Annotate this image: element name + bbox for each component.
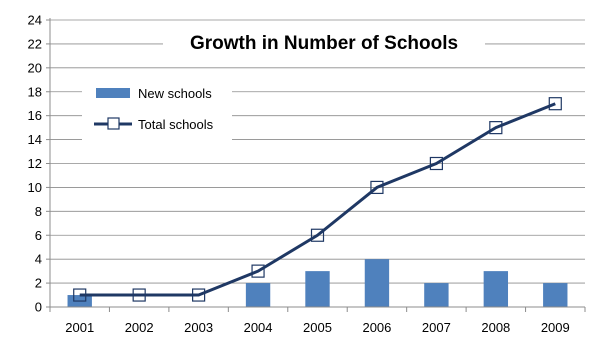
point-total-schools — [429, 156, 443, 171]
x-tick-label: 2007 — [422, 320, 451, 335]
legend-label-total-schools: Total schools — [138, 117, 214, 132]
legend-label-new-schools: New schools — [138, 86, 212, 101]
legend-swatch-new-schools — [96, 88, 130, 98]
bar-new-schools — [543, 283, 568, 307]
legend: New schools Total schools — [94, 86, 214, 132]
bar-new-schools — [305, 271, 330, 307]
y-tick-label: 8 — [35, 204, 42, 219]
y-tick-label: 12 — [28, 156, 42, 171]
x-tick-label: 2006 — [362, 320, 391, 335]
y-tick-label: 0 — [35, 300, 42, 315]
y-tick-label: 14 — [28, 132, 42, 147]
point-total-schools — [251, 264, 265, 278]
y-tick-label: 6 — [35, 228, 42, 243]
point-total-schools — [489, 121, 503, 135]
line-total-schools — [79, 102, 556, 297]
bar-new-schools — [483, 271, 509, 307]
chart-title: Growth in Number of Schools — [190, 33, 458, 54]
bar-new-schools — [424, 283, 449, 307]
point-total-schools — [132, 288, 146, 302]
point-total-schools — [370, 180, 384, 195]
x-tick-label: 2005 — [303, 320, 332, 335]
x-tick-label: 2002 — [125, 320, 154, 335]
point-total-schools — [548, 97, 562, 111]
x-axis-tick-labels: 2001 2002 2003 2004 2005 2006 2007 2008 2009 — [65, 320, 569, 335]
y-tick-label: 24 — [28, 13, 42, 28]
bar-series-new-schools — [67, 259, 568, 307]
x-tick-label: 2004 — [244, 320, 273, 335]
x-tick-label: 2003 — [184, 320, 213, 335]
axes — [46, 18, 586, 312]
y-tick-label: 22 — [28, 36, 42, 51]
title-background — [163, 26, 485, 58]
point-total-schools — [192, 288, 206, 302]
legend-marker-total-schools — [107, 117, 120, 130]
point-total-schools — [73, 288, 87, 302]
y-tick-label: 20 — [28, 60, 42, 75]
line-series-total-schools — [73, 97, 562, 302]
x-tick-label: 2001 — [65, 320, 94, 335]
bar-new-schools — [364, 259, 390, 307]
y-tick-label: 4 — [35, 252, 42, 267]
y-tick-label: 2 — [35, 276, 42, 291]
x-tick-label: 2008 — [481, 320, 510, 335]
y-tick-label: 18 — [28, 84, 42, 99]
x-tick-label: 2009 — [541, 320, 570, 335]
y-tick-label: 16 — [28, 108, 42, 123]
y-tick-label: 10 — [28, 180, 42, 195]
point-total-schools — [310, 228, 325, 242]
bar-new-schools — [245, 283, 271, 307]
